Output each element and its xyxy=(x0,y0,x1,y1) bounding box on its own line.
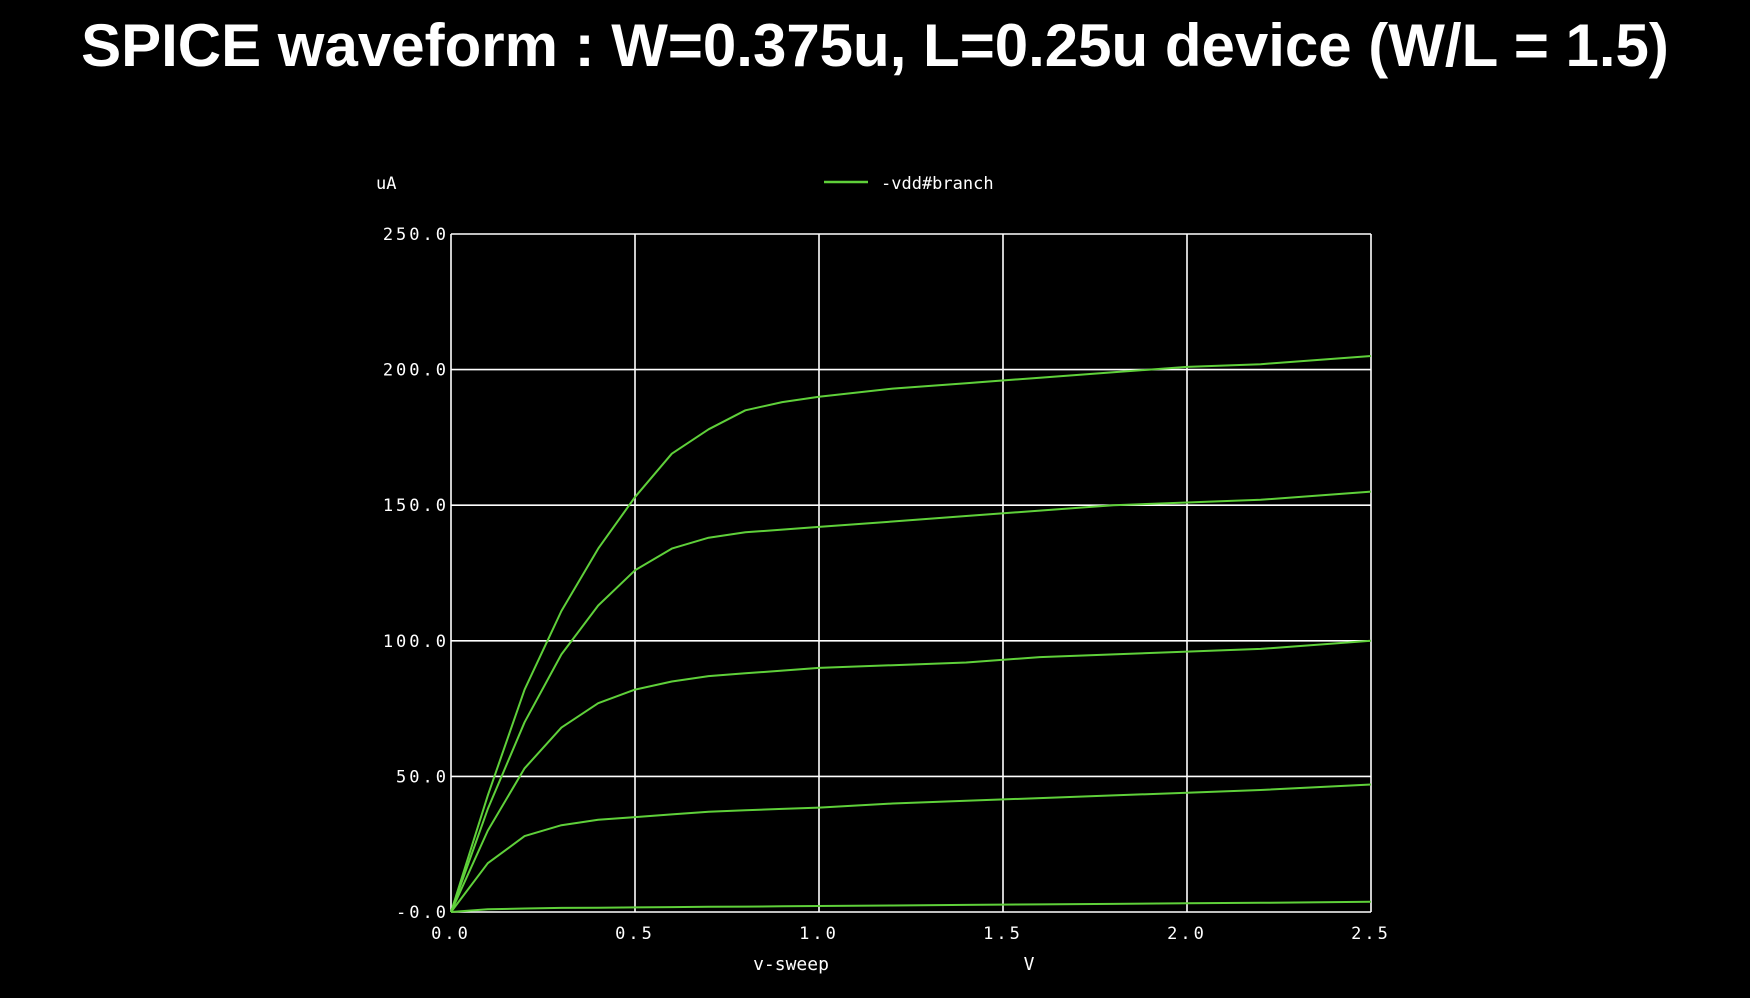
x-tick-label: 1.5 xyxy=(983,924,1023,944)
trace-line-3 xyxy=(450,639,1372,913)
trace-line-1 xyxy=(450,355,1372,913)
y-tick-label: 200.0 xyxy=(383,361,449,381)
legend-label: -vdd#branch xyxy=(881,174,994,194)
x-axis-label: v-sweep xyxy=(753,954,829,975)
y-tick-label: 100.0 xyxy=(383,632,449,652)
x-tick-label: 2.0 xyxy=(1167,924,1207,944)
x-tick-label: 2.5 xyxy=(1351,924,1391,944)
y-tick-label: 250.0 xyxy=(383,225,449,245)
plot-traces xyxy=(450,355,1372,913)
plot-grid xyxy=(450,233,1372,913)
trace-line-5 xyxy=(450,900,1372,913)
y-tick-label: 150.0 xyxy=(383,496,449,516)
slide-title: SPICE waveform : W=0.375u, L=0.25u devic… xyxy=(81,12,1669,79)
x-tick-label: 0.5 xyxy=(615,924,655,944)
plot-legend: -vdd#branch xyxy=(824,174,994,194)
trace-line-2 xyxy=(450,490,1372,913)
trace-line-4 xyxy=(450,783,1372,913)
y-tick-label: -0.0 xyxy=(396,903,449,923)
x-axis-unit: V xyxy=(1024,954,1035,975)
y-axis-unit: uA xyxy=(376,174,396,194)
x-tick-label: 0.0 xyxy=(431,924,471,944)
plot-labels: 0.0 0.5 1.0 1.5 2.0 2.5 -0.0 50.0 100.0 150.0 200.… xyxy=(376,174,1391,975)
y-tick-label: 50.0 xyxy=(396,767,449,787)
x-tick-label: 1.0 xyxy=(799,924,839,944)
